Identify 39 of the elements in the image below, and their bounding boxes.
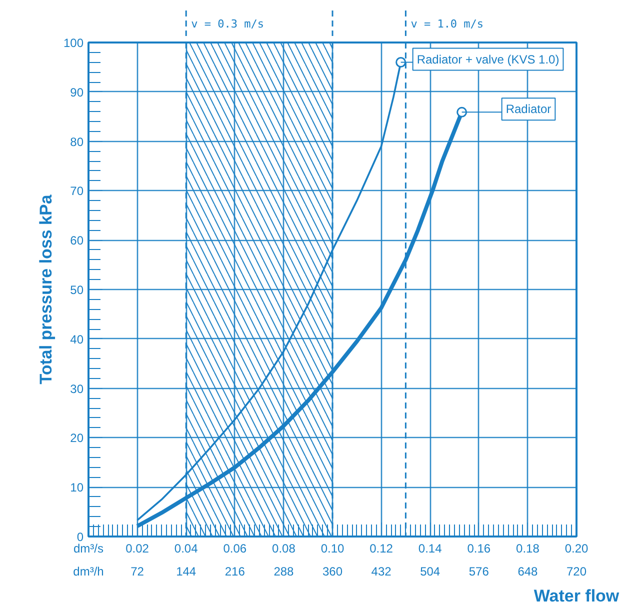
x2-tick-label: 144 <box>176 564 196 578</box>
x2-tick-label: 360 <box>322 564 343 578</box>
y-tick-label: 100 <box>63 36 84 50</box>
y-tick-label: 10 <box>70 480 84 495</box>
y-tick-label: 60 <box>70 234 84 248</box>
x-axis-title: Water flow <box>534 586 620 606</box>
y-tick-label: 90 <box>70 85 84 100</box>
x-tick-label: 0.12 <box>370 542 394 556</box>
x2-tick-label: 504 <box>420 564 440 578</box>
x-tick-label: 0.10 <box>320 542 345 556</box>
y-tick-label: 0 <box>76 530 84 544</box>
x-tick-label: 0.04 <box>174 542 198 556</box>
y-tick-label: 50 <box>70 283 84 297</box>
x2-tick-label: 720 <box>566 564 587 578</box>
band-label: v = 0.3 m/s <box>191 17 264 30</box>
x-tick-label: 0.08 <box>272 542 296 556</box>
y-tick-label: 20 <box>70 431 84 446</box>
x2-tick-label: 72 <box>130 564 144 578</box>
x-tick-label: 0.18 <box>516 542 540 556</box>
text: v = 1.0 m/s <box>410 17 484 30</box>
x-tick-label: 0.16 <box>467 542 491 556</box>
y-tick-label: 80 <box>70 134 84 149</box>
legend-label: Radiator + valve (KVS 1.0) <box>416 52 560 66</box>
x2-tick-label: 648 <box>518 564 538 578</box>
y-tick-label: 30 <box>70 382 84 396</box>
y-axis-title: Total pressure loss kPa <box>36 194 56 384</box>
x2-tick-label: 216 <box>224 564 246 578</box>
text: dm³/h <box>73 564 104 578</box>
x-tick-label: 0.14 <box>418 542 442 556</box>
y-tick-label: 40 <box>70 332 84 346</box>
x-tick-label: 0.06 <box>223 542 247 556</box>
x-tick-label: 0.02 <box>126 542 150 556</box>
y-tick-label: 70 <box>70 184 84 198</box>
x2-tick-label: 432 <box>371 564 392 578</box>
x-tick-label: 0.20 <box>564 542 589 556</box>
legend-label: Radiator <box>506 102 552 116</box>
x2-tick-label: 576 <box>468 564 490 578</box>
x2-tick-label: 288 <box>274 564 294 578</box>
text: dm³/s <box>74 542 104 556</box>
